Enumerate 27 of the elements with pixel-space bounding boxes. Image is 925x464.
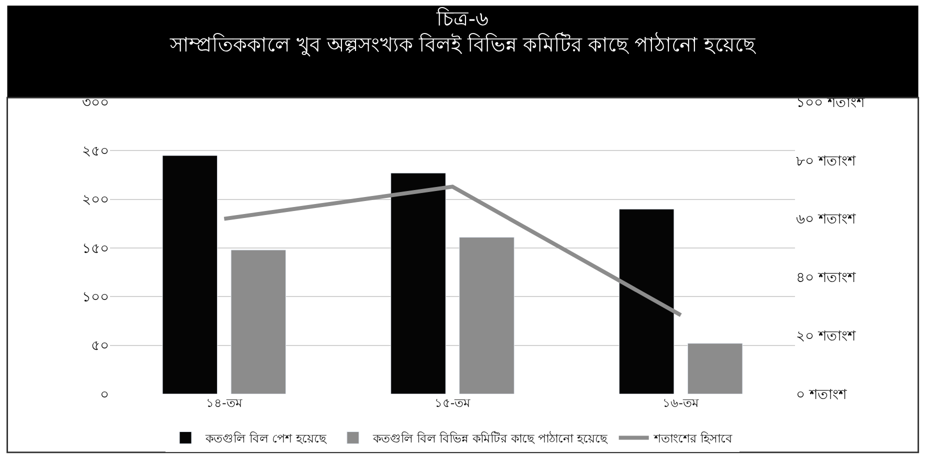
x-tick-label: ১৪-তম [206,396,242,410]
legend-label: কতগুলি বিল বিভিন্ন কমিটির কাছে পাঠানো হয়েছে [372,431,608,446]
y-tick-label: ০ [100,386,109,403]
y-tick-label: ২৫০ [82,144,109,160]
y2-tick-label: ৮০ শতাংশ [796,153,856,170]
legend-label: শতাংশের হিসাবে [652,431,733,446]
x-tick-label: ১৬-তম [662,396,699,410]
y-tick-label: ২০০ [82,192,109,208]
y2-tick-label: ৬০ শতাংশ [796,212,856,228]
bar [618,208,674,394]
chart-title: চিত্র-৬ [435,6,489,31]
y2-tick-label: ২০ শতাংশ [796,328,856,344]
chart-subtitle: সাম্প্রতিককালে খুব অল্পসংখ্যক বিলই বিভিন্ন কমিটির কাছে পাঠানো হয়েছে [169,32,757,57]
legend-label: কতগুলি বিল পেশ হয়েছে [204,431,327,446]
bar [687,343,743,394]
bar [390,172,446,394]
bar [459,237,514,394]
y-tick-label: ১০০ [82,290,109,306]
x-tick-label: ১৫-তম [434,396,471,410]
y2-tick-label: ১০০ শতাংশ [796,94,866,111]
y-tick-label: ৫০ [91,338,109,354]
y-tick-label: ৩০০ [82,94,109,111]
y-tick-label: ১৫০ [82,240,109,257]
y2-tick-label: ০ শতাংশ [796,386,848,403]
y2-tick-label: ৪০ শতাংশ [796,270,856,286]
bar [230,250,286,394]
bar [162,155,218,394]
